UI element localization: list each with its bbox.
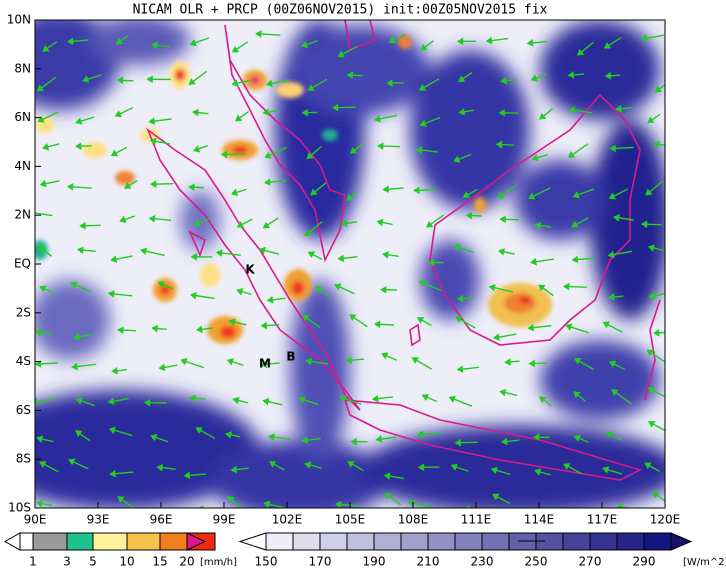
colorbar-swatch xyxy=(33,533,67,550)
lat-label: 2N xyxy=(14,208,31,222)
colorbar-swatch xyxy=(347,533,374,550)
colorbar-swatch xyxy=(644,533,671,550)
colorbar-swatch xyxy=(401,533,428,550)
olr-field xyxy=(0,10,680,520)
colorbar-unit: [mm/h] xyxy=(200,557,237,568)
colorbar-swatch xyxy=(93,533,127,550)
colorbar-label: 15 xyxy=(152,555,167,569)
lat-label: 8S xyxy=(16,452,31,466)
colorbar-swatch xyxy=(320,533,347,550)
colorbar-swatch xyxy=(67,533,93,550)
colorbar-swatch xyxy=(374,533,401,550)
colorbar-label: 230 xyxy=(471,555,494,569)
colorbar-swatch xyxy=(428,533,455,550)
lon-label: 102E xyxy=(272,513,303,527)
lon-label: 99E xyxy=(213,513,236,527)
lon-label: 117E xyxy=(587,513,618,527)
place-label: B xyxy=(286,350,295,364)
lon-label: 120E xyxy=(650,513,681,527)
colorbar-label: 150 xyxy=(255,555,278,569)
lat-label: EQ xyxy=(14,257,31,271)
colorbar-end xyxy=(5,533,20,550)
lon-label: 111E xyxy=(461,513,492,527)
wind-arrow-head xyxy=(32,399,37,404)
colorbar-unit: [W/m^2] xyxy=(683,557,726,568)
lat-label: 10S xyxy=(8,501,31,515)
colorbar-label: 270 xyxy=(579,555,602,569)
colorbar-label: 1 xyxy=(29,555,37,569)
wind-arrow-shaft xyxy=(198,509,215,511)
colorbar-label: 170 xyxy=(309,555,332,569)
wind-arrow-shaft xyxy=(465,509,481,510)
lon-label: 108E xyxy=(398,513,429,527)
colorbar-swatch xyxy=(455,533,482,550)
colorbar-label: 190 xyxy=(363,555,386,569)
colorbar-swatch xyxy=(563,533,590,550)
lon-label: 96E xyxy=(150,513,173,527)
colorbar-swatch xyxy=(617,533,644,550)
colorbar-label: 3 xyxy=(63,555,71,569)
colorbar-label: 210 xyxy=(417,555,440,569)
olr-colorbar: 150 170 190 210 230 250 270 290 [W/m^2] xyxy=(240,533,726,569)
lat-label: 6S xyxy=(16,403,31,417)
colorbar-label: 250 xyxy=(525,555,548,569)
colorbar-swatch xyxy=(482,533,509,550)
colorbar-swatch xyxy=(293,533,320,550)
precip-colorbar: 1 3 5 10 15 20 [mm/h] xyxy=(5,533,237,569)
lon-label: 90E xyxy=(24,513,47,527)
lon-label: 105E xyxy=(335,513,366,527)
colorbar-end xyxy=(240,533,266,550)
colorbar-end xyxy=(671,533,691,550)
lon-label: 114E xyxy=(524,513,555,527)
lat-label: 2S xyxy=(16,305,31,319)
colorbar-swatch xyxy=(266,533,293,550)
lat-label: 4N xyxy=(14,159,31,173)
wind-arrow-head xyxy=(75,511,79,516)
colorbar-label: 5 xyxy=(89,555,97,569)
lat-label: 10N xyxy=(7,13,31,27)
colorbar-swatch xyxy=(20,533,33,550)
map-title: NICAM OLR + PRCP (00Z06NOV2015) init:00Z… xyxy=(133,3,548,18)
colorbar-swatch xyxy=(590,533,617,550)
lat-label: 4S xyxy=(16,354,31,368)
place-label: M xyxy=(259,357,271,371)
colorbar-label: 10 xyxy=(119,555,134,569)
colorbar-swatch xyxy=(160,533,187,550)
wind-arrow-head xyxy=(562,512,566,517)
lat-label: 8N xyxy=(14,61,31,75)
colorbar-label: 290 xyxy=(633,555,656,569)
colorbar-swatch xyxy=(127,533,160,550)
wind-arrow-shaft xyxy=(161,510,177,512)
lat-label: 6N xyxy=(14,110,31,124)
place-label: K xyxy=(245,263,255,277)
lon-label: 93E xyxy=(87,513,110,527)
colorbar-label: 20 xyxy=(179,555,194,569)
wind-arrow-shaft xyxy=(301,509,316,515)
